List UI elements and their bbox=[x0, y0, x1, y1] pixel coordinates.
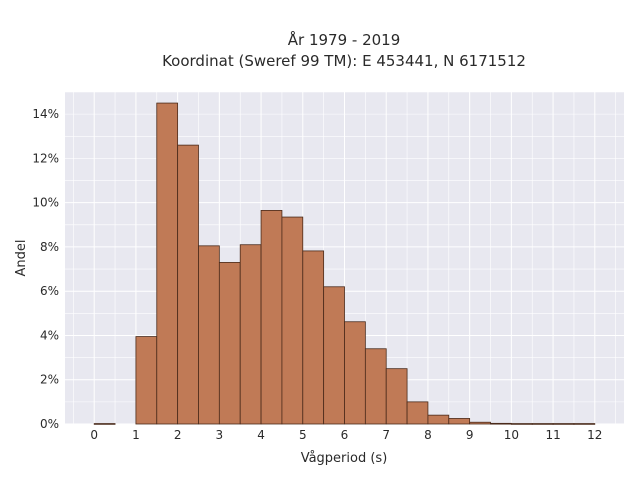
histogram-bar bbox=[427, 414, 450, 425]
y-tick-label: 2% bbox=[40, 373, 59, 387]
x-axis-title: Vågperiod (s) bbox=[301, 451, 388, 466]
x-tick-label: 0 bbox=[90, 428, 98, 442]
x-tick-label: 11 bbox=[545, 428, 560, 442]
y-tick-label: 8% bbox=[40, 240, 59, 254]
bars bbox=[93, 102, 596, 425]
y-tick-label: 4% bbox=[40, 328, 59, 342]
histogram-bar bbox=[490, 422, 512, 425]
histogram-bar bbox=[198, 245, 220, 425]
y-tick-label: 6% bbox=[40, 284, 59, 298]
histogram-bar bbox=[510, 423, 533, 425]
histogram-bar bbox=[469, 421, 491, 425]
histogram-bar bbox=[573, 423, 596, 425]
chart-title-line-2: Koordinat (Sweref 99 TM): E 453441, N 61… bbox=[162, 52, 526, 70]
histogram-bar bbox=[260, 210, 283, 425]
x-tick-label: 10 bbox=[504, 428, 519, 442]
y-tick-label: 12% bbox=[32, 151, 59, 165]
x-tick-label: 4 bbox=[257, 428, 265, 442]
histogram-bar bbox=[239, 244, 262, 425]
chart-title-line-1: År 1979 - 2019 bbox=[288, 30, 401, 49]
histogram-bar bbox=[448, 418, 471, 425]
histogram-bar bbox=[344, 321, 366, 425]
x-tick-label: 2 bbox=[174, 428, 182, 442]
x-axis-ticks: 0 1 2 3 4 5 6 7 8 9 10 11 12 bbox=[90, 428, 602, 442]
x-tick-label: 5 bbox=[299, 428, 307, 442]
histogram-bar bbox=[552, 423, 575, 425]
histogram-bar bbox=[218, 262, 241, 425]
x-tick-label: 1 bbox=[132, 428, 140, 442]
y-tick-label: 14% bbox=[32, 107, 59, 121]
x-tick-label: 3 bbox=[216, 428, 224, 442]
x-tick-label: 12 bbox=[587, 428, 602, 442]
histogram-bar bbox=[385, 368, 408, 425]
histogram-bar bbox=[93, 423, 116, 425]
histogram-bar bbox=[323, 286, 345, 425]
histogram-bar bbox=[531, 423, 554, 425]
histogram-bar bbox=[281, 216, 304, 425]
x-tick-label: 9 bbox=[466, 428, 474, 442]
x-tick-label: 7 bbox=[382, 428, 390, 442]
x-tick-label: 6 bbox=[341, 428, 349, 442]
histogram-bar bbox=[177, 144, 199, 425]
y-tick-label: 0% bbox=[40, 417, 59, 431]
y-axis-ticks: 0% 2% 4% 6% 8% 10% 12% 14% bbox=[32, 107, 59, 431]
histogram-bar bbox=[406, 401, 429, 425]
y-tick-label: 10% bbox=[32, 196, 59, 210]
y-axis-title: Andel bbox=[14, 240, 29, 277]
x-tick-label: 8 bbox=[424, 428, 432, 442]
histogram-bar bbox=[135, 336, 158, 425]
histogram-bar bbox=[156, 102, 179, 425]
histogram-bar bbox=[302, 250, 325, 425]
histogram-bar bbox=[364, 348, 387, 425]
